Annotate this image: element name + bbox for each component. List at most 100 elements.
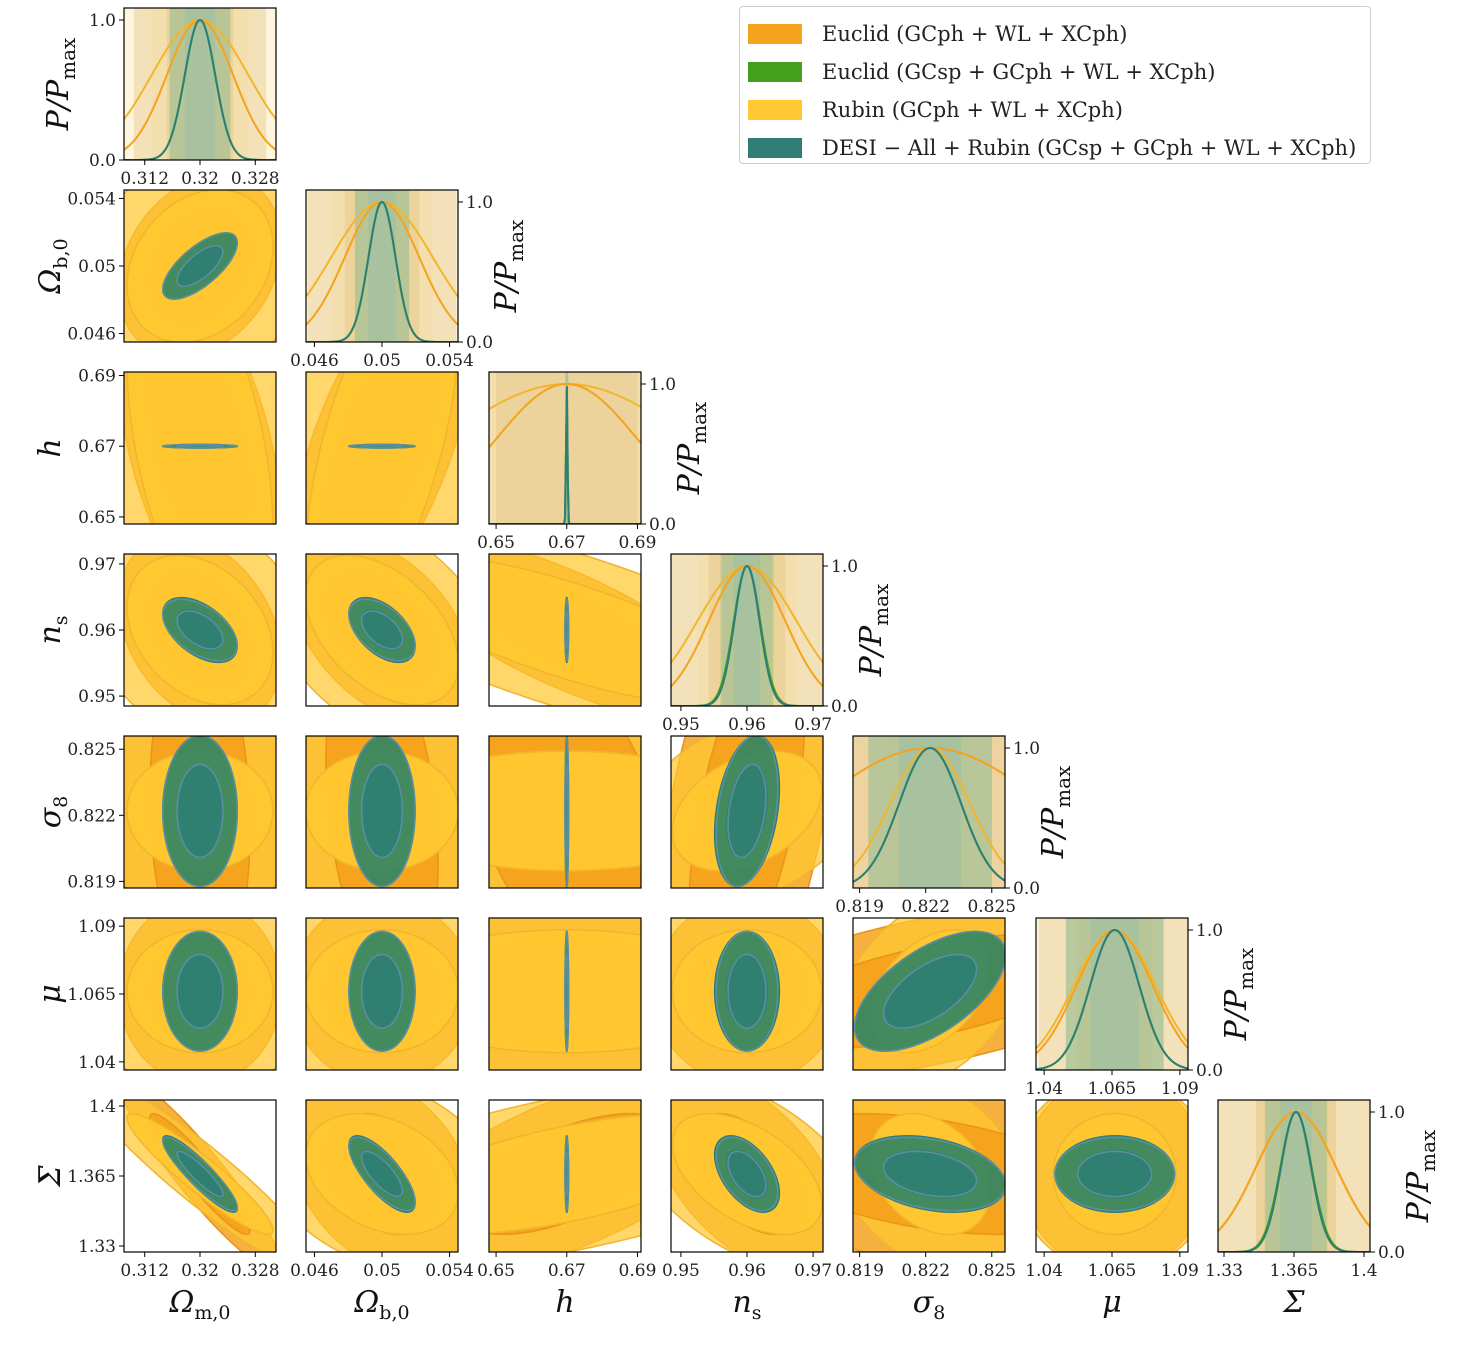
axis-label-main: Ω xyxy=(353,1285,379,1320)
credible-band-68 xyxy=(184,8,216,160)
contour-panel-5-0: 1.04 1.065 1.09 μ xyxy=(33,917,277,1073)
x-tick-label: 0.97 xyxy=(794,715,832,735)
y-tick-label: 1.0 xyxy=(649,375,676,395)
posterior-panel-2: 0.65 0.67 0.690.0 1.0 P/Pmax xyxy=(477,371,711,553)
x-tick-label: 0.312 xyxy=(120,1261,169,1281)
y-axis-label: h xyxy=(33,438,68,457)
confidence-ellipse-68 xyxy=(360,610,404,650)
axis-label-main: Ω xyxy=(33,269,68,295)
axis-label-subscript: max xyxy=(56,37,80,80)
posterior-axis-label: P/Pmax xyxy=(1036,765,1075,859)
x-tick-label: 0.96 xyxy=(728,715,766,735)
y-tick-label: 1.33 xyxy=(78,1237,116,1257)
panel-frame xyxy=(670,735,824,889)
x-tick-label: 1.09 xyxy=(1161,1079,1199,1099)
posterior-panel-5: 1.04 1.065 1.090.0 1.0 P/Pmax xyxy=(1025,917,1258,1099)
panel-frame xyxy=(305,371,459,525)
credible-band-68 xyxy=(1281,1100,1311,1252)
axis-label-main: μ xyxy=(33,984,68,1004)
confidence-ellipse-68 xyxy=(360,444,404,449)
axis-label-main: h xyxy=(555,1285,574,1320)
panel-plot-area xyxy=(1218,1100,1370,1252)
contour-panel-3-0: 0.95 0.96 0.97 ns xyxy=(33,553,277,707)
y-tick-label: 1.0 xyxy=(1378,1103,1405,1123)
x-tick-label: 0.825 xyxy=(967,1261,1016,1281)
legend-swatch xyxy=(748,100,802,120)
panel-frame xyxy=(305,735,459,889)
panel-plot-area xyxy=(124,918,276,1070)
posterior-curve xyxy=(1036,928,1188,1070)
posterior-axis-label: P/Pmax xyxy=(41,37,80,131)
x-tick-label: 0.32 xyxy=(181,1261,219,1281)
panel-plot-area xyxy=(1036,918,1188,1070)
x-tick-label: 0.054 xyxy=(425,1261,474,1281)
y-tick-label: 1.065 xyxy=(67,985,116,1005)
confidence-ellipse-68 xyxy=(176,1150,224,1198)
legend: Euclid (GCph + WL + XCph) Euclid (GCsp +… xyxy=(739,6,1371,164)
y-tick-label: 0.0 xyxy=(466,333,493,353)
axis-label-subscript: s xyxy=(752,1302,762,1324)
contour-panel-4-1 xyxy=(305,735,459,889)
legend-swatch xyxy=(748,138,802,158)
y-tick-label: 0.825 xyxy=(67,740,116,760)
x-tick-label: 0.328 xyxy=(231,1261,280,1281)
legend-label: Rubin (GCph + WL + XCph) xyxy=(822,98,1123,122)
panel-frame xyxy=(488,735,642,889)
credible-band-68 xyxy=(368,190,396,342)
confidence-ellipse-68 xyxy=(176,953,224,1029)
axis-label-subscript: s xyxy=(50,615,72,625)
legend-item-euclid-photometric: Euclid (GCph + WL + XCph) xyxy=(748,19,1127,49)
x-tick-label: 0.65 xyxy=(477,1261,515,1281)
x-axis-label: h xyxy=(555,1285,574,1320)
y-tick-label: 1.4 xyxy=(89,1097,116,1117)
x-tick-label: 0.819 xyxy=(835,897,884,917)
panel-frame xyxy=(123,371,277,525)
x-tick-label: 0.67 xyxy=(548,533,586,553)
x-tick-label: 0.05 xyxy=(363,1261,401,1281)
contour-panel-5-2 xyxy=(488,917,642,1071)
panel-plot-area xyxy=(671,1100,823,1252)
axis-label-main: n xyxy=(33,625,68,644)
axis-label-main: P/P xyxy=(672,443,707,495)
posterior-axis-label: P/Pmax xyxy=(1219,947,1258,1041)
posterior-axis-label: P/Pmax xyxy=(1401,1129,1440,1223)
y-tick-label: 1.0 xyxy=(89,11,116,31)
x-tick-label: 0.328 xyxy=(231,169,280,189)
y-tick-label: 0.822 xyxy=(67,806,116,826)
axis-label-main: Ω xyxy=(168,1285,194,1320)
panel-plot-area xyxy=(124,8,276,160)
axis-label-main: P/P xyxy=(1036,807,1071,859)
confidence-ellipse-68 xyxy=(564,609,569,651)
posterior-curve xyxy=(853,746,1005,883)
y-tick-label: 0.0 xyxy=(1196,1061,1223,1081)
y-tick-label: 0.0 xyxy=(89,151,116,171)
panel-frame xyxy=(670,917,824,1071)
confidence-ellipse-68 xyxy=(360,1150,404,1198)
y-tick-label: 0.054 xyxy=(67,189,116,209)
confidence-ellipse-68 xyxy=(360,763,404,859)
axis-label-main: Σ xyxy=(1282,1285,1305,1320)
legend-swatch xyxy=(748,24,802,44)
y-tick-label: 1.09 xyxy=(78,917,116,937)
confidence-ellipse-68 xyxy=(727,763,767,859)
x-tick-label: 0.05 xyxy=(363,351,401,371)
panel-frame xyxy=(852,917,1006,1071)
posterior-curve xyxy=(489,386,641,524)
axis-label-subscript: max xyxy=(1416,1129,1440,1172)
x-tick-label: 0.97 xyxy=(794,1261,832,1281)
panel-frame xyxy=(488,1099,642,1253)
confidence-ellipse-68 xyxy=(176,610,224,650)
y-axis-label: σ8 xyxy=(33,796,72,829)
x-tick-label: 0.65 xyxy=(477,533,515,553)
panel-plot-area xyxy=(489,1100,641,1252)
legend-item-rubin-photometric: Rubin (GCph + WL + XCph) xyxy=(748,95,1123,125)
panel-plot-area xyxy=(671,918,823,1070)
confidence-ellipse-68 xyxy=(727,1150,767,1198)
panel-plot-area xyxy=(306,190,458,342)
contour-panel-3-2 xyxy=(488,553,642,707)
y-tick-label: 1.0 xyxy=(1013,739,1040,759)
x-tick-label: 0.822 xyxy=(901,1261,950,1281)
x-tick-label: 0.69 xyxy=(619,533,657,553)
credible-band-68 xyxy=(734,554,760,706)
